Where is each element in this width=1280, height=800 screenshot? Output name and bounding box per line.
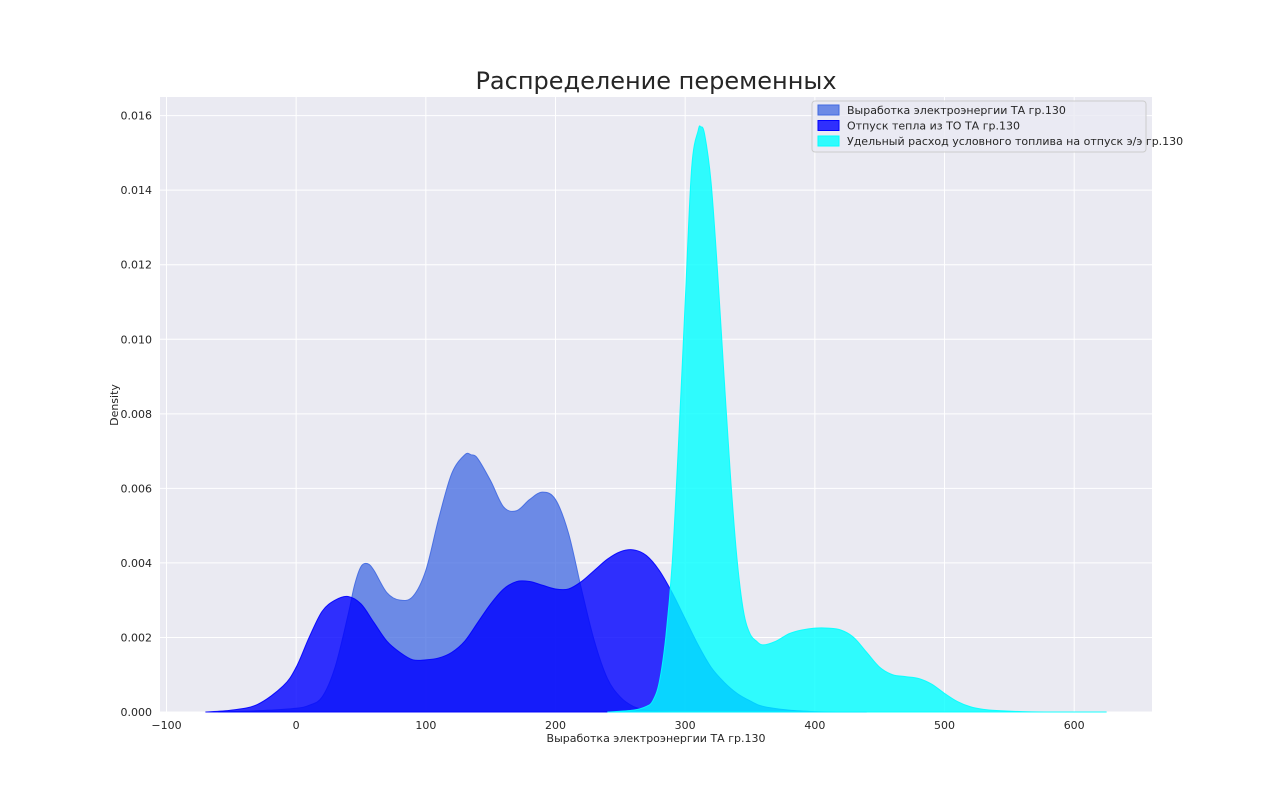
- x-tick-label: 600: [1064, 719, 1085, 732]
- y-axis-label: Density: [108, 384, 121, 426]
- y-tick-label: 0.016: [121, 110, 153, 123]
- y-tick-label: 0.002: [121, 631, 153, 644]
- x-tick-label: 200: [545, 719, 566, 732]
- chart-title: Распределение переменных: [475, 67, 836, 95]
- legend-swatch: [817, 104, 840, 116]
- y-tick-label: 0.000: [121, 706, 153, 719]
- density-areas: [205, 125, 1107, 713]
- x-axis-label: Выработка электроэнергии ТА гр.130: [547, 732, 766, 745]
- x-tick-label: 500: [934, 719, 955, 732]
- legend-swatch: [817, 135, 840, 147]
- y-tick-label: 0.014: [121, 184, 153, 197]
- legend-label: Удельный расход условного топлива на отп…: [847, 135, 1183, 148]
- legend-box: [811, 100, 1147, 153]
- legend-swatch: [817, 120, 840, 131]
- y-tick-label: 0.012: [121, 259, 153, 272]
- x-tick-label: 300: [675, 719, 696, 732]
- y-tick-label: 0.010: [121, 333, 153, 346]
- y-axis-ticks: 0.000 0.002 0.004 0.006 0.008 0.010 0.012 0.014…: [121, 110, 153, 719]
- y-tick-label: 0.004: [121, 557, 153, 570]
- x-tick-label: −100: [151, 719, 181, 732]
- y-tick-label: 0.008: [121, 408, 153, 421]
- legend-label: Выработка электроэнергии ТА гр.130: [847, 104, 1066, 117]
- x-tick-label: 400: [804, 719, 825, 732]
- y-tick-label: 0.006: [121, 482, 153, 495]
- density-area-series-3: [607, 125, 1107, 713]
- x-tick-label: 0: [293, 719, 300, 732]
- x-tick-label: 100: [415, 719, 436, 732]
- legend: Выработка электроэнергии ТА гр.130 Отпуск…: [811, 100, 1183, 153]
- legend-label: Отпуск тепла из ТО ТА гр.130: [847, 120, 1020, 133]
- x-axis-ticks: −100 0 100 200 300 400 500 600: [151, 719, 1084, 732]
